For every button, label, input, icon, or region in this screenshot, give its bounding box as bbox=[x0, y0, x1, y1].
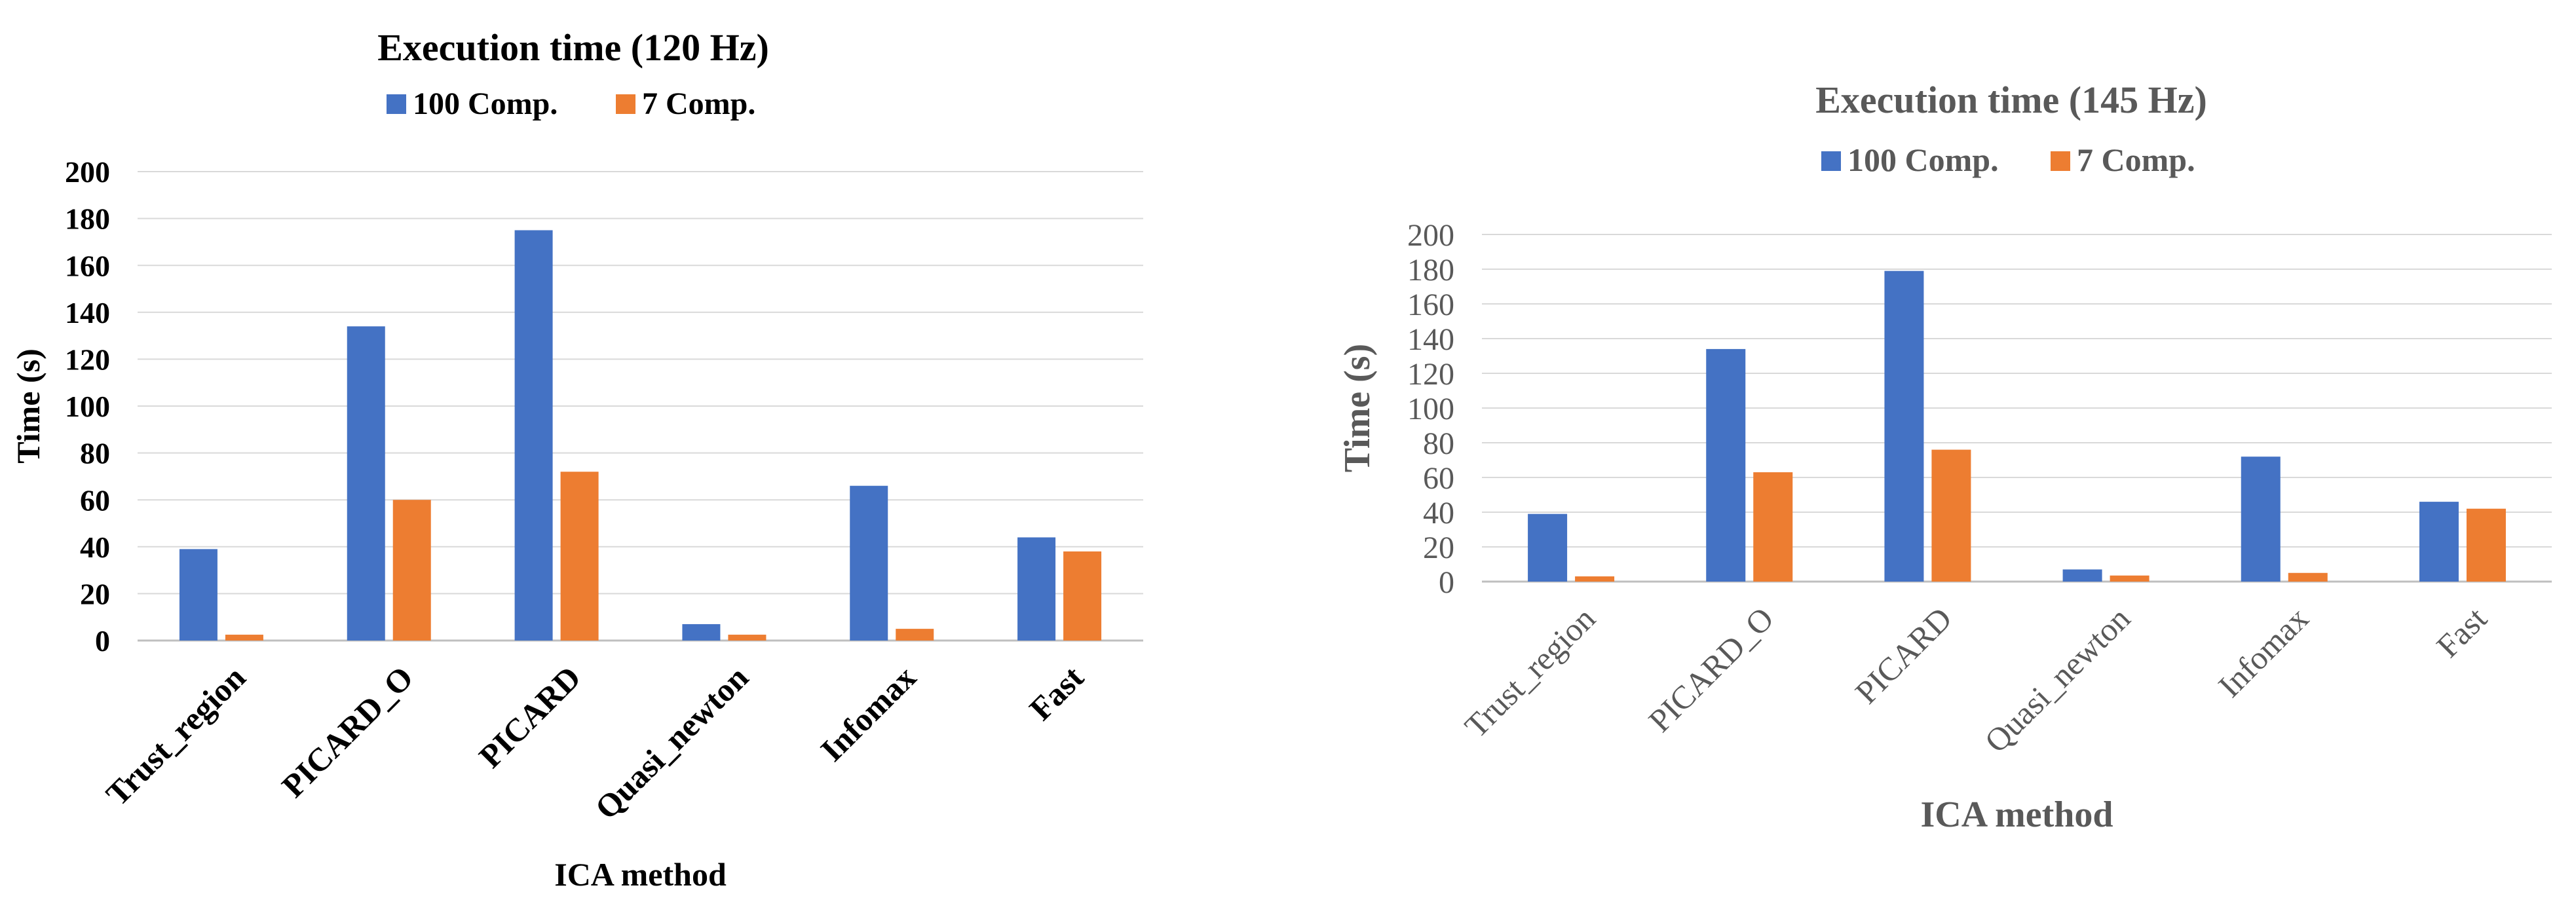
bar-100-comp bbox=[1884, 270, 1924, 582]
bar-7-comp bbox=[1931, 449, 1971, 582]
y-tick-label: 20 bbox=[1423, 531, 1454, 565]
y-tick-label: 20 bbox=[80, 578, 110, 611]
bar-100-comp bbox=[2241, 456, 2281, 582]
category-label: Quasi_newton bbox=[1977, 600, 2137, 760]
bar-7-comp bbox=[728, 635, 767, 641]
x-axis-title: ICA method bbox=[554, 856, 727, 893]
y-tick-label: 160 bbox=[1407, 288, 1454, 322]
legend: 100 Comp. 7 Comp. bbox=[1821, 141, 2195, 178]
bar-100-comp bbox=[2062, 569, 2102, 582]
legend-swatch bbox=[2051, 151, 2070, 171]
chart-title: Execution time (120 Hz) bbox=[377, 26, 769, 69]
category-label: Infomax bbox=[2211, 600, 2315, 704]
bar-7-comp bbox=[1063, 551, 1102, 641]
y-tick-label: 60 bbox=[1423, 461, 1454, 496]
bar-7-comp bbox=[225, 635, 263, 641]
bar-100-comp bbox=[179, 549, 218, 641]
bar-7-comp bbox=[1753, 472, 1793, 582]
y-tick-label: 100 bbox=[65, 390, 110, 423]
legend: 100 Comp. 7 Comp. bbox=[387, 86, 755, 121]
y-tick-label: 180 bbox=[1407, 253, 1454, 288]
chart-1: Execution time (120 Hz) 100 Comp. 7 Comp. 0… bbox=[10, 26, 1143, 893]
y-axis-title: Time (s) bbox=[1337, 344, 1378, 473]
y-tick-label: 0 bbox=[1439, 565, 1454, 600]
y-tick-label: 100 bbox=[1407, 392, 1454, 426]
bar-7-comp bbox=[2466, 508, 2506, 582]
bar-7-comp bbox=[392, 500, 431, 641]
bar-100-comp bbox=[682, 624, 721, 641]
chart-title: Execution time (145 Hz) bbox=[1815, 79, 2207, 121]
legend-label: 7 Comp. bbox=[2077, 141, 2195, 178]
y-tick-label: 60 bbox=[80, 483, 110, 517]
y-tick-label: 200 bbox=[1407, 218, 1454, 253]
chart-2: Execution time (145 Hz) 100 Comp. 7 Comp. 0… bbox=[1337, 79, 2552, 835]
bar-100-comp bbox=[850, 485, 888, 641]
category-label: Trust_region bbox=[1458, 600, 1602, 745]
category-label: Trust_region bbox=[99, 659, 253, 813]
bar-100-comp bbox=[1528, 513, 1568, 582]
category-label: Fast bbox=[2429, 600, 2494, 665]
bar-7-comp bbox=[560, 472, 599, 641]
x-axis-title: ICA method bbox=[1920, 794, 2113, 835]
y-tick-label: 140 bbox=[65, 296, 110, 329]
bar-100-comp bbox=[347, 326, 385, 641]
bar-100-comp bbox=[2419, 502, 2459, 582]
y-tick-label: 80 bbox=[1423, 426, 1454, 461]
y-axis-title: Time (s) bbox=[10, 348, 47, 463]
legend-swatch bbox=[387, 94, 406, 114]
bar-100-comp bbox=[514, 230, 553, 641]
y-tick-label: 200 bbox=[65, 155, 110, 189]
y-tick-label: 120 bbox=[1407, 357, 1454, 392]
bar-7-comp bbox=[1575, 576, 1615, 582]
y-axis: 0 20 40 60 80 100 120 140 160 180 200 bbox=[65, 155, 1143, 658]
category-label: Infomax bbox=[813, 659, 922, 768]
legend-swatch bbox=[616, 94, 635, 114]
category-label: PICARD bbox=[472, 659, 588, 775]
bar-100-comp bbox=[1706, 348, 1746, 582]
y-tick-label: 180 bbox=[65, 202, 110, 236]
y-tick-label: 0 bbox=[95, 624, 110, 658]
category-label: PICARD_O bbox=[1641, 600, 1780, 739]
bar-100-comp bbox=[1017, 537, 1056, 641]
bar-7-comp bbox=[896, 629, 934, 641]
category-label: Quasi_newton bbox=[588, 659, 755, 827]
bar-7-comp bbox=[2110, 575, 2150, 582]
legend-swatch bbox=[1821, 151, 1841, 171]
y-tick-label: 120 bbox=[65, 343, 110, 377]
y-tick-label: 40 bbox=[1423, 496, 1454, 531]
y-tick-label: 160 bbox=[65, 249, 110, 282]
legend-label: 100 Comp. bbox=[413, 86, 558, 121]
legend-label: 7 Comp. bbox=[642, 86, 755, 121]
y-tick-label: 140 bbox=[1407, 322, 1454, 357]
category-label: PICARD_O bbox=[275, 659, 420, 804]
y-tick-label: 80 bbox=[80, 437, 110, 470]
category-label: Fast bbox=[1022, 659, 1091, 728]
bar-7-comp bbox=[2288, 572, 2328, 582]
legend-label: 100 Comp. bbox=[1847, 141, 1999, 178]
y-tick-label: 40 bbox=[80, 531, 110, 564]
category-label: PICARD bbox=[1848, 600, 1959, 711]
